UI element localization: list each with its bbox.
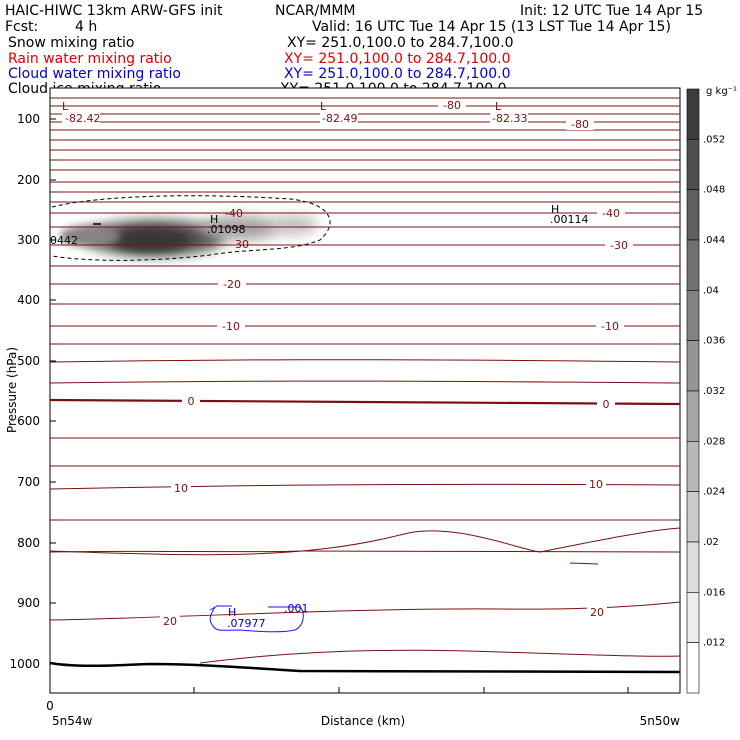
colorbar-label: .036 xyxy=(703,336,725,347)
cloud-water-high-mark: H xyxy=(228,606,236,619)
high-value: .00114 xyxy=(550,213,589,226)
cloud-water-high-value: .07977 xyxy=(227,617,266,630)
colorbar-label: .04 xyxy=(703,285,719,296)
x-right-location: 5n50w xyxy=(640,714,681,728)
valid-time: Valid: 16 UTC Tue 14 Apr 15 (13 LST Tue … xyxy=(312,19,671,35)
colorbar-label: .028 xyxy=(703,436,725,447)
terrain xyxy=(49,661,681,674)
isotherm-label: -10 xyxy=(222,320,240,333)
field-xy-cloud-water: XY= 251.0,100.0 to 284.7,100.0 xyxy=(284,66,511,82)
colorbar-swatch xyxy=(686,239,700,291)
colorbar-label: .032 xyxy=(703,386,725,397)
cloud-water-contour xyxy=(209,606,304,633)
high-mark: H xyxy=(210,213,218,226)
low-mark: L xyxy=(320,100,327,113)
forecast-hours: 4 h xyxy=(75,19,98,35)
colorbar-label: .016 xyxy=(703,587,725,598)
colorbar-label: .024 xyxy=(703,487,725,498)
colorbar-label: .048 xyxy=(703,185,725,196)
colorbar-label: .044 xyxy=(703,235,725,246)
isotherm-label: -10 xyxy=(601,320,619,333)
low-value: -82.42 xyxy=(65,112,100,125)
isotherm-label: -80 xyxy=(443,99,461,112)
isotherm-label: -40 xyxy=(225,207,243,220)
model-title: HAIC-HIWC 13km ARW-GFS init xyxy=(5,3,223,19)
y-tick-label: 600 xyxy=(17,414,40,428)
center-title: NCAR/MMM xyxy=(275,3,356,19)
plot-frame xyxy=(49,87,681,694)
isotherm-label: -40 xyxy=(602,207,620,220)
x-tick-zero: 0 xyxy=(46,699,54,713)
isotherm-label: 20 xyxy=(163,615,177,628)
field-name-snow: Snow mixing ratio xyxy=(8,35,135,51)
y-tick-label: 500 xyxy=(17,354,40,368)
high-mark: H xyxy=(551,203,559,216)
extrema-labels: L -82.42 L -82.49 L -82.33 H .01098 H .0… xyxy=(50,100,589,630)
colorbar-swatch xyxy=(686,189,700,241)
colorbar-swatch xyxy=(686,491,700,543)
snow-shading xyxy=(60,215,318,256)
zero-isotherm xyxy=(49,398,681,406)
high-value: .01098 xyxy=(207,223,246,236)
y-tick-label: 100 xyxy=(17,112,40,126)
colorbar-swatch xyxy=(686,592,700,643)
isotherm-label: -30 xyxy=(231,238,249,251)
colorbar-swatch xyxy=(686,642,700,694)
x-ticks xyxy=(193,687,629,693)
field-xy-snow: XY= 251.0,100.0 to 284.7,100.0 xyxy=(287,35,514,51)
y-ticks xyxy=(50,118,56,665)
colorbar-swatch xyxy=(686,290,700,341)
y-tick-label: 900 xyxy=(17,596,40,610)
field-name-cloud-water: Cloud water mixing ratio xyxy=(8,66,181,82)
y-axis-title: Pressure (hPa) xyxy=(5,347,19,433)
y-tick-label: 700 xyxy=(17,475,40,489)
isotherm-labels: -80 -80 -40 -40 -30 -30 -20 -10 -10 0 0 … xyxy=(160,99,633,628)
low-value: -82.33 xyxy=(492,112,527,125)
edge-value: 0442 xyxy=(50,234,78,247)
y-tick-label: 800 xyxy=(17,536,40,550)
cloud-water-contour-2 xyxy=(209,605,232,611)
y-tick-label: 200 xyxy=(17,173,40,187)
isotherm-label: 10 xyxy=(589,478,603,491)
isotherm-label: 0 xyxy=(188,395,195,408)
forecast-label: Fcst: xyxy=(5,19,39,35)
colorbar-swatch xyxy=(686,139,700,190)
isotherm-label: -20 xyxy=(223,278,241,291)
low-value: -82.49 xyxy=(322,112,357,125)
x-left-location: 5n54w xyxy=(52,714,93,728)
colorbar: .052 .048 .044 .04 .036 .032 .028 .024 .02 .016 .0… xyxy=(686,88,725,694)
y-tick-label: 400 xyxy=(17,293,40,307)
init-time: Init: 12 UTC Tue 14 Apr 15 xyxy=(520,3,704,19)
low-mark: L xyxy=(495,100,502,113)
colorbar-swatch xyxy=(686,541,700,593)
y-tick-label: 300 xyxy=(17,233,40,247)
isotherm-label: -30 xyxy=(610,239,628,252)
low-mark: L xyxy=(62,100,69,113)
y-tick-label: 1000 xyxy=(9,657,40,671)
colorbar-swatch xyxy=(686,441,700,492)
colorbar-swatch xyxy=(686,88,700,140)
colorbar-label: .02 xyxy=(703,537,719,548)
colorbar-label: .052 xyxy=(703,134,725,145)
colorbar-label: .012 xyxy=(703,638,725,649)
x-axis-title: Distance (km) xyxy=(321,714,405,728)
isotherm-label: -80 xyxy=(571,118,589,131)
colorbar-swatch xyxy=(686,390,700,442)
colorbar-swatch xyxy=(686,340,700,392)
cloud-water-contour-label: .001 xyxy=(284,602,309,615)
isotherm-label: 0 xyxy=(603,398,610,411)
field-name-rain: Rain water mixing ratio xyxy=(8,51,172,67)
snow-contour xyxy=(51,195,331,261)
colorbar-unit: g kg⁻¹ xyxy=(706,86,737,97)
isotherm-label: 10 xyxy=(174,482,188,495)
field-xy-rain: XY= 251.0,100.0 to 284.7,100.0 xyxy=(284,51,511,67)
isotherm-label: 20 xyxy=(590,606,604,619)
